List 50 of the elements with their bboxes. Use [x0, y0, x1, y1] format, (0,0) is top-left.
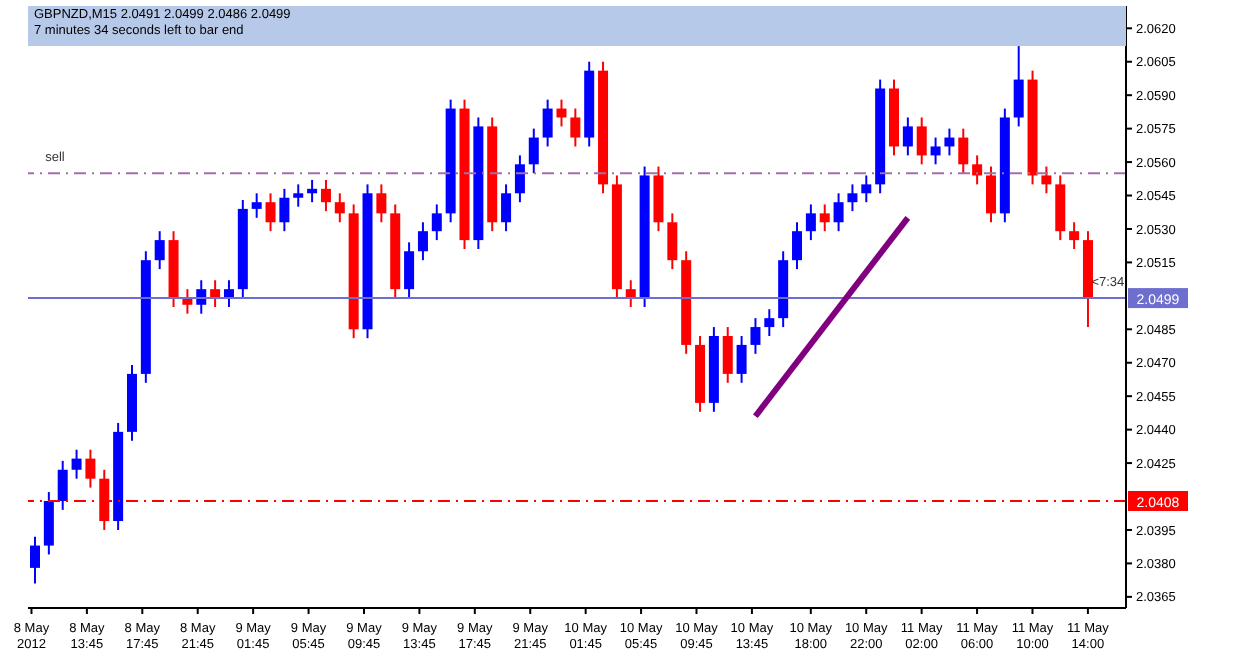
candlestick — [556, 98, 567, 128]
candlestick — [71, 448, 82, 480]
candlestick — [251, 192, 262, 219]
candlestick — [501, 183, 512, 233]
candlestick — [667, 212, 678, 271]
candlestick — [85, 448, 96, 489]
candlestick — [210, 279, 221, 308]
candlestick — [819, 203, 830, 233]
candlestick — [30, 535, 40, 585]
candlestick — [861, 174, 872, 204]
candlestick — [376, 183, 387, 224]
candlestick — [279, 187, 290, 233]
candlestick — [764, 308, 775, 337]
candlestick — [916, 116, 927, 166]
candlestick — [750, 317, 761, 355]
candlestick — [930, 136, 941, 166]
candlestick — [847, 183, 858, 213]
candlestick — [944, 127, 955, 157]
candlestick — [1013, 45, 1024, 128]
candlestick — [293, 183, 304, 208]
candlestick — [972, 154, 983, 186]
candlestick — [514, 154, 525, 204]
candlestick — [1041, 165, 1052, 195]
candlestick — [833, 192, 844, 233]
candlestick — [722, 326, 733, 384]
candlestick — [404, 241, 415, 300]
candlestick — [334, 192, 345, 224]
candlestick — [431, 203, 442, 242]
candlestick — [196, 279, 207, 315]
candlestick — [792, 221, 803, 271]
candlestick — [653, 165, 664, 233]
candlestick — [958, 127, 969, 175]
candlestick — [736, 334, 747, 384]
candlestick — [417, 221, 428, 262]
candlestick — [1055, 174, 1066, 242]
candlestick — [320, 178, 331, 213]
candlestick — [57, 459, 68, 511]
candlestick — [528, 127, 539, 175]
candlestick — [805, 203, 816, 242]
candlestick — [1069, 221, 1080, 251]
candlestick — [570, 107, 581, 148]
candlestick — [182, 288, 193, 315]
candlestick — [43, 491, 54, 556]
candlestick — [625, 279, 636, 308]
candlestick — [223, 279, 234, 308]
candlestick — [985, 165, 996, 224]
candlestick — [902, 116, 913, 157]
candlestick — [265, 192, 276, 233]
candlestick — [542, 98, 553, 148]
candlestick — [154, 230, 165, 271]
